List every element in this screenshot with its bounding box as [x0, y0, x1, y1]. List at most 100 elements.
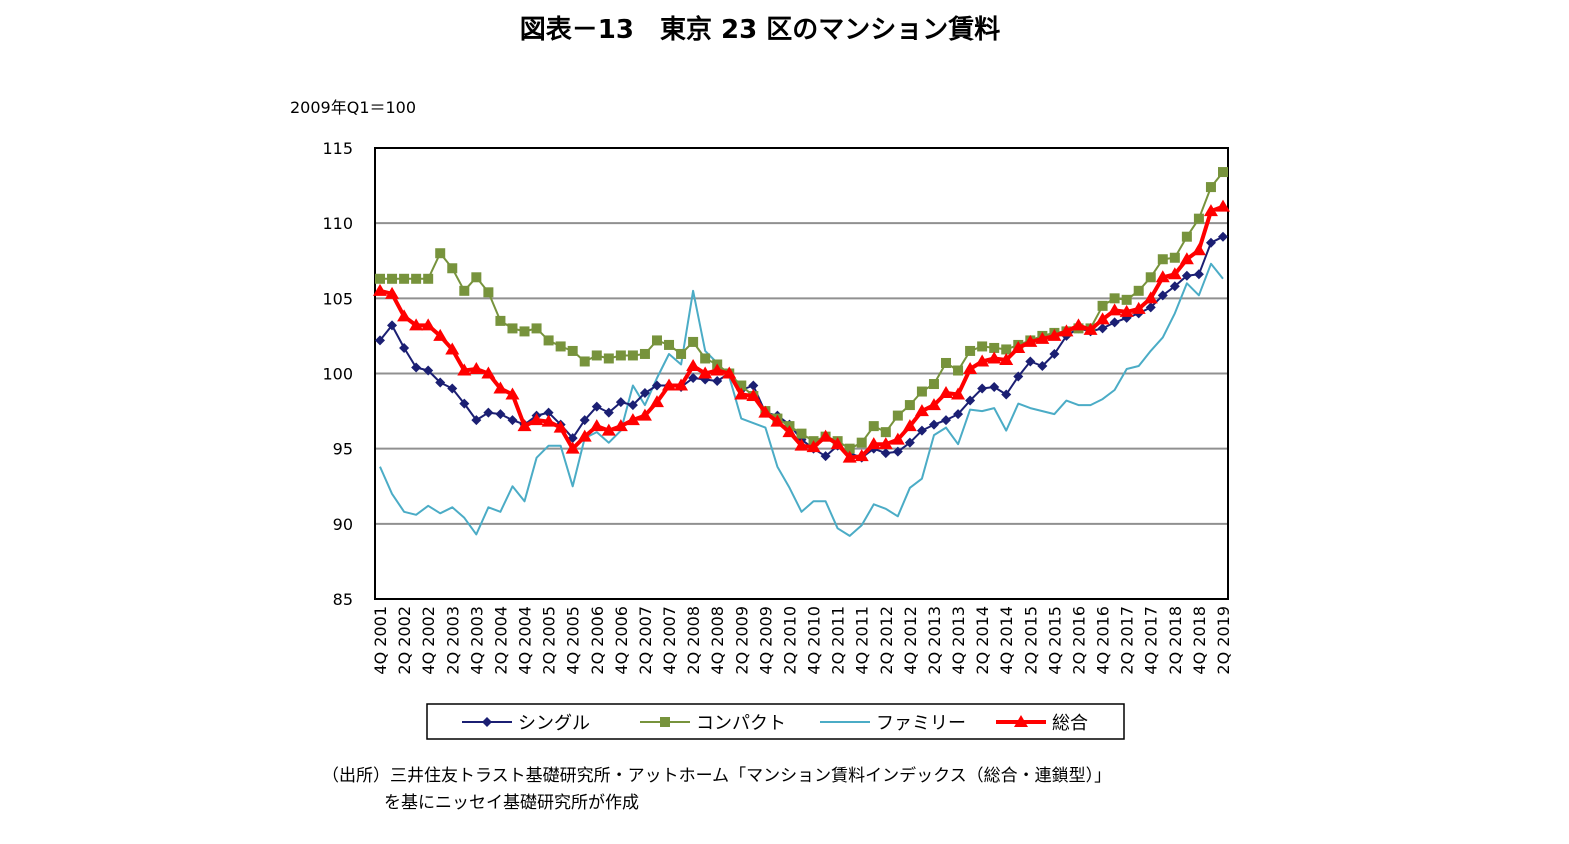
data-point: [674, 378, 689, 391]
x-tick-label: 4Q 2010: [805, 606, 824, 675]
data-point: [1119, 304, 1134, 317]
data-point: [601, 423, 616, 436]
data-point: [565, 441, 580, 454]
data-point: [1216, 199, 1230, 212]
data-point: [856, 437, 867, 448]
data-point: [447, 383, 458, 394]
data-point: [904, 400, 915, 411]
x-tick-label: 2Q 2002: [395, 606, 414, 675]
data-point: [880, 427, 891, 438]
data-point: [435, 248, 446, 259]
data-point: [375, 335, 385, 346]
y-tick-label: 100: [322, 365, 353, 384]
data-point: [385, 286, 400, 299]
data-point: [447, 263, 458, 274]
data-point: [1169, 281, 1180, 292]
data-point: [1107, 303, 1122, 316]
data-point: [1097, 323, 1108, 334]
data-point: [951, 387, 966, 400]
data-point: [495, 315, 506, 326]
data-point: [651, 380, 662, 391]
y-tick-label: 95: [333, 440, 353, 459]
data-point: [748, 380, 759, 391]
data-point: [1131, 301, 1146, 314]
data-point: [591, 350, 602, 361]
data-point: [471, 272, 482, 283]
data-point: [411, 273, 422, 284]
data-point: [613, 419, 628, 432]
data-point: [1013, 371, 1024, 382]
data-point: [916, 386, 927, 397]
x-tick-label: 4Q 2013: [949, 606, 968, 675]
data-point: [975, 354, 990, 367]
x-tick-label: 2Q 2006: [588, 606, 607, 675]
data-point: [965, 395, 976, 406]
data-point: [688, 336, 699, 347]
data-point: [928, 419, 939, 430]
data-point: [746, 389, 761, 402]
y-axis-label: 2009年Q1＝100: [290, 98, 416, 117]
x-tick-label: 2Q 2016: [1069, 606, 1088, 675]
data-point: [649, 395, 664, 408]
data-point: [471, 415, 482, 426]
data-point: [495, 409, 506, 420]
data-point: [866, 437, 881, 450]
data-point: [1181, 270, 1192, 281]
data-point: [651, 335, 662, 346]
data-point: [627, 400, 638, 411]
data-point: [625, 413, 640, 426]
data-point: [567, 345, 578, 356]
legend-label: ファミリー: [876, 713, 966, 734]
data-point: [712, 376, 723, 387]
x-tick-label: 2Q 2004: [491, 606, 510, 675]
data-point: [892, 410, 903, 421]
x-tick-label: 2Q 2014: [973, 606, 992, 675]
data-point: [493, 381, 508, 394]
legend-label: 総合: [1052, 713, 1088, 734]
y-tick-label: 85: [333, 590, 353, 609]
legend-marker: [660, 717, 670, 727]
data-point: [941, 415, 952, 426]
x-tick-label: 4Q 2009: [756, 606, 775, 675]
data-point: [880, 448, 891, 459]
x-tick-label: 2Q 2003: [443, 606, 462, 675]
data-point: [878, 437, 893, 450]
data-point: [796, 428, 807, 439]
data-point: [481, 366, 496, 379]
data-point: [627, 350, 638, 361]
data-point: [1001, 344, 1012, 355]
data-point: [1037, 360, 1048, 371]
legend-marker: [1014, 715, 1028, 727]
data-point: [409, 318, 424, 331]
data-point: [999, 352, 1014, 365]
y-tick-label: 115: [322, 139, 353, 158]
data-point: [939, 386, 954, 399]
legend-label: コンパクト: [696, 713, 786, 734]
x-tick-label: 4Q 2012: [901, 606, 920, 675]
data-point: [1157, 254, 1168, 265]
data-point: [1169, 252, 1180, 263]
data-point: [591, 401, 602, 412]
data-point: [676, 348, 687, 359]
data-point: [953, 409, 964, 420]
x-tick-label: 4Q 2014: [997, 606, 1016, 675]
data-point: [543, 335, 554, 346]
data-point: [1155, 270, 1170, 283]
plot-area: [374, 147, 1229, 600]
x-tick-label: 4Q 2017: [1142, 606, 1161, 675]
x-tick-label: 4Q 2008: [708, 606, 727, 675]
x-tick-label: 4Q 2002: [419, 606, 438, 675]
data-point: [1157, 290, 1168, 301]
data-point: [459, 285, 470, 296]
data-point: [1181, 231, 1192, 242]
data-point: [904, 437, 915, 448]
data-point: [806, 440, 821, 453]
data-point: [457, 363, 472, 376]
data-point: [603, 353, 614, 364]
data-point: [722, 366, 737, 379]
data-point: [445, 342, 460, 355]
data-point: [1145, 272, 1156, 283]
data-point: [1205, 237, 1216, 248]
data-point: [1011, 340, 1026, 353]
